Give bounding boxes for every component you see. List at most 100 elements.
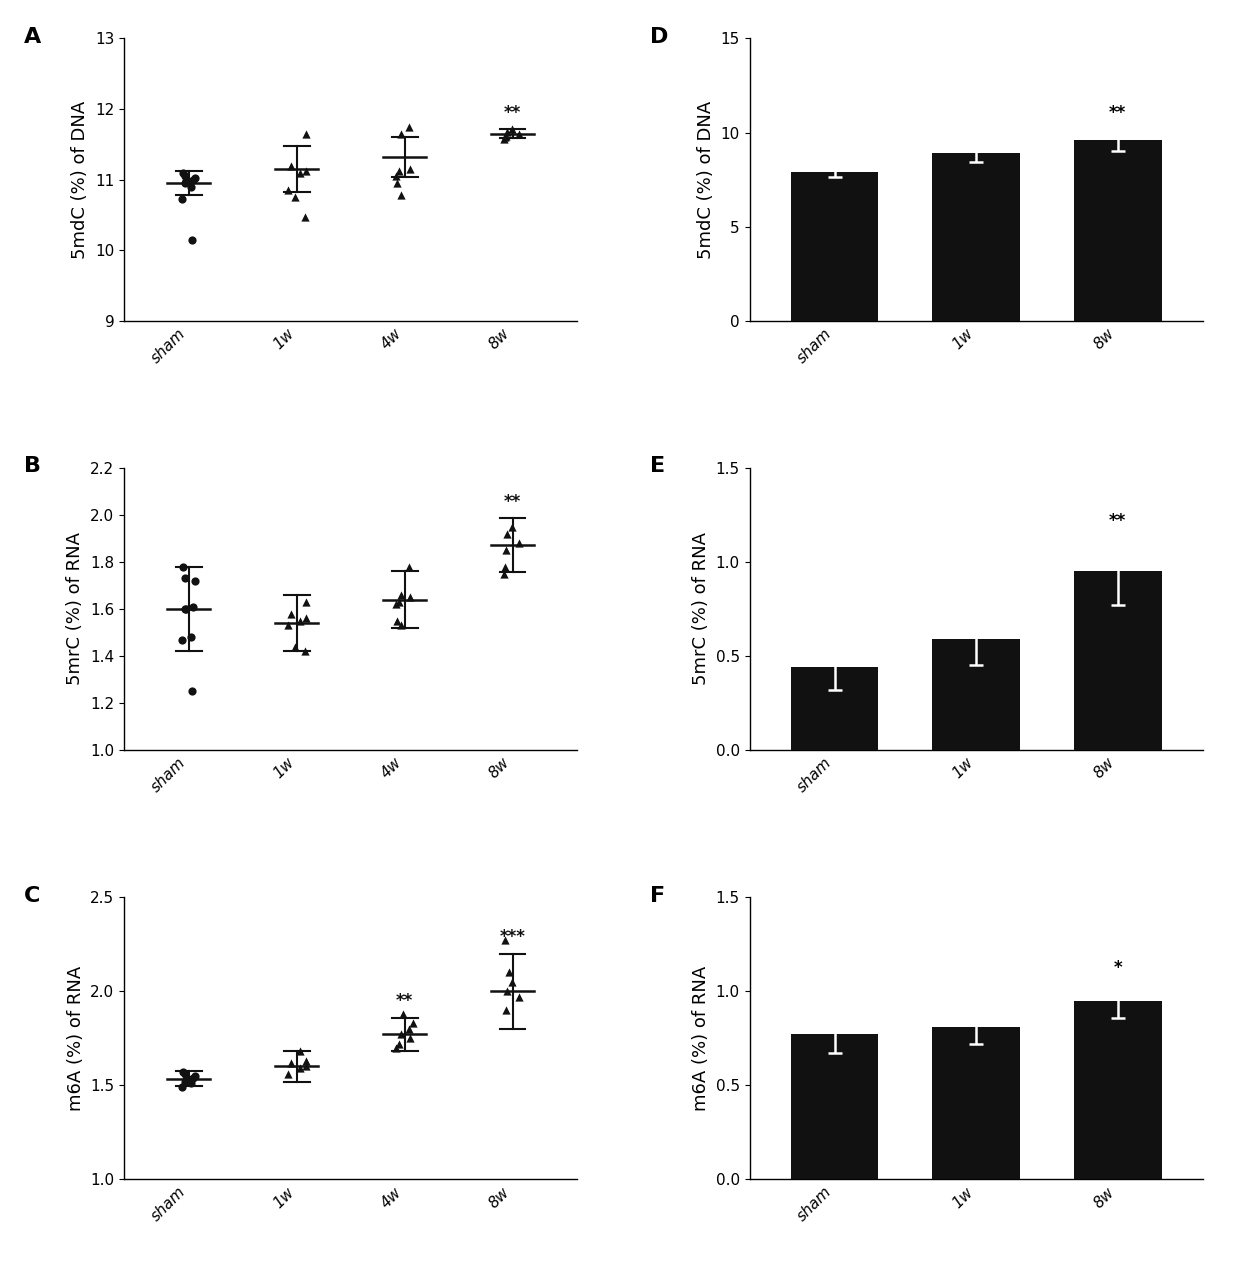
Point bbox=[176, 599, 196, 619]
Point bbox=[502, 972, 522, 992]
Bar bbox=[932, 154, 1021, 320]
Point bbox=[290, 1041, 310, 1061]
Point bbox=[296, 1050, 316, 1070]
Point bbox=[296, 162, 316, 182]
Text: B: B bbox=[25, 456, 41, 477]
Point bbox=[495, 127, 515, 147]
Bar bbox=[932, 638, 1021, 750]
Point bbox=[182, 229, 202, 250]
Y-axis label: m6A (%) of RNA: m6A (%) of RNA bbox=[692, 965, 711, 1111]
Point bbox=[182, 169, 202, 190]
Point bbox=[494, 129, 513, 150]
Point bbox=[386, 165, 405, 186]
Point bbox=[290, 1058, 310, 1078]
Point bbox=[185, 570, 205, 591]
Point bbox=[496, 1000, 516, 1020]
Y-axis label: 5mdC (%) of DNA: 5mdC (%) of DNA bbox=[697, 100, 715, 259]
Point bbox=[182, 596, 202, 617]
Y-axis label: 5mdC (%) of DNA: 5mdC (%) of DNA bbox=[72, 100, 89, 259]
Bar bbox=[1074, 1000, 1162, 1179]
Point bbox=[281, 604, 301, 624]
Point bbox=[295, 641, 315, 662]
Point bbox=[497, 523, 517, 544]
Point bbox=[175, 165, 195, 186]
Point bbox=[497, 122, 517, 142]
Y-axis label: 5mrC (%) of RNA: 5mrC (%) of RNA bbox=[692, 532, 711, 686]
Point bbox=[497, 981, 517, 1001]
Text: E: E bbox=[650, 456, 665, 477]
Point bbox=[182, 681, 202, 701]
Point bbox=[500, 962, 520, 982]
Point bbox=[181, 1073, 201, 1094]
Point bbox=[296, 591, 316, 612]
Point bbox=[181, 177, 201, 197]
Point bbox=[399, 159, 419, 179]
Point bbox=[285, 187, 305, 208]
Text: *: * bbox=[1114, 959, 1122, 977]
Point bbox=[172, 629, 192, 650]
Text: ***: *** bbox=[500, 928, 526, 946]
Text: **: ** bbox=[1110, 104, 1126, 122]
Point bbox=[387, 610, 407, 631]
Point bbox=[175, 599, 195, 619]
Point bbox=[290, 163, 310, 183]
Point bbox=[496, 540, 516, 560]
Point bbox=[281, 155, 301, 176]
Point bbox=[494, 563, 513, 583]
Text: C: C bbox=[25, 886, 41, 905]
Point bbox=[185, 1065, 205, 1086]
Point bbox=[391, 1024, 410, 1045]
Point bbox=[182, 1068, 202, 1088]
Y-axis label: 5mrC (%) of RNA: 5mrC (%) of RNA bbox=[67, 532, 84, 686]
Text: **: ** bbox=[1110, 513, 1126, 531]
Point bbox=[285, 636, 305, 656]
Point bbox=[399, 1028, 419, 1049]
Point bbox=[399, 587, 419, 608]
Point bbox=[278, 1064, 298, 1085]
Y-axis label: m6A (%) of RNA: m6A (%) of RNA bbox=[67, 965, 84, 1111]
Text: A: A bbox=[25, 27, 41, 47]
Point bbox=[172, 556, 192, 577]
Point bbox=[495, 929, 515, 950]
Point bbox=[399, 556, 419, 577]
Point bbox=[392, 185, 412, 205]
Point bbox=[278, 179, 298, 200]
Text: F: F bbox=[650, 886, 665, 905]
Point bbox=[296, 1056, 316, 1077]
Point bbox=[290, 610, 310, 631]
Point bbox=[181, 627, 201, 647]
Point bbox=[388, 162, 408, 182]
Bar bbox=[1074, 140, 1162, 320]
Point bbox=[391, 585, 410, 605]
Bar bbox=[1074, 572, 1162, 750]
Point bbox=[296, 608, 316, 628]
Point bbox=[388, 1033, 408, 1054]
Point bbox=[172, 163, 192, 183]
Point bbox=[391, 123, 410, 144]
Bar bbox=[791, 668, 878, 750]
Point bbox=[172, 1061, 192, 1082]
Bar bbox=[791, 1035, 878, 1179]
Point bbox=[278, 615, 298, 636]
Point bbox=[295, 206, 315, 227]
Point bbox=[502, 517, 522, 537]
Text: **: ** bbox=[503, 494, 521, 512]
Point bbox=[175, 1072, 195, 1092]
Point bbox=[175, 173, 195, 194]
Point bbox=[388, 591, 408, 612]
Bar bbox=[791, 172, 878, 320]
Point bbox=[296, 123, 316, 144]
Point bbox=[495, 556, 515, 577]
Point bbox=[172, 1077, 192, 1097]
Point bbox=[502, 118, 522, 138]
Point bbox=[510, 987, 529, 1008]
Point bbox=[393, 1004, 413, 1024]
Point bbox=[510, 123, 529, 144]
Point bbox=[403, 1013, 423, 1033]
Point bbox=[496, 126, 516, 146]
Point bbox=[175, 1064, 195, 1085]
Bar bbox=[932, 1027, 1021, 1179]
Point bbox=[387, 173, 407, 194]
Point bbox=[176, 1069, 196, 1090]
Point bbox=[510, 533, 529, 554]
